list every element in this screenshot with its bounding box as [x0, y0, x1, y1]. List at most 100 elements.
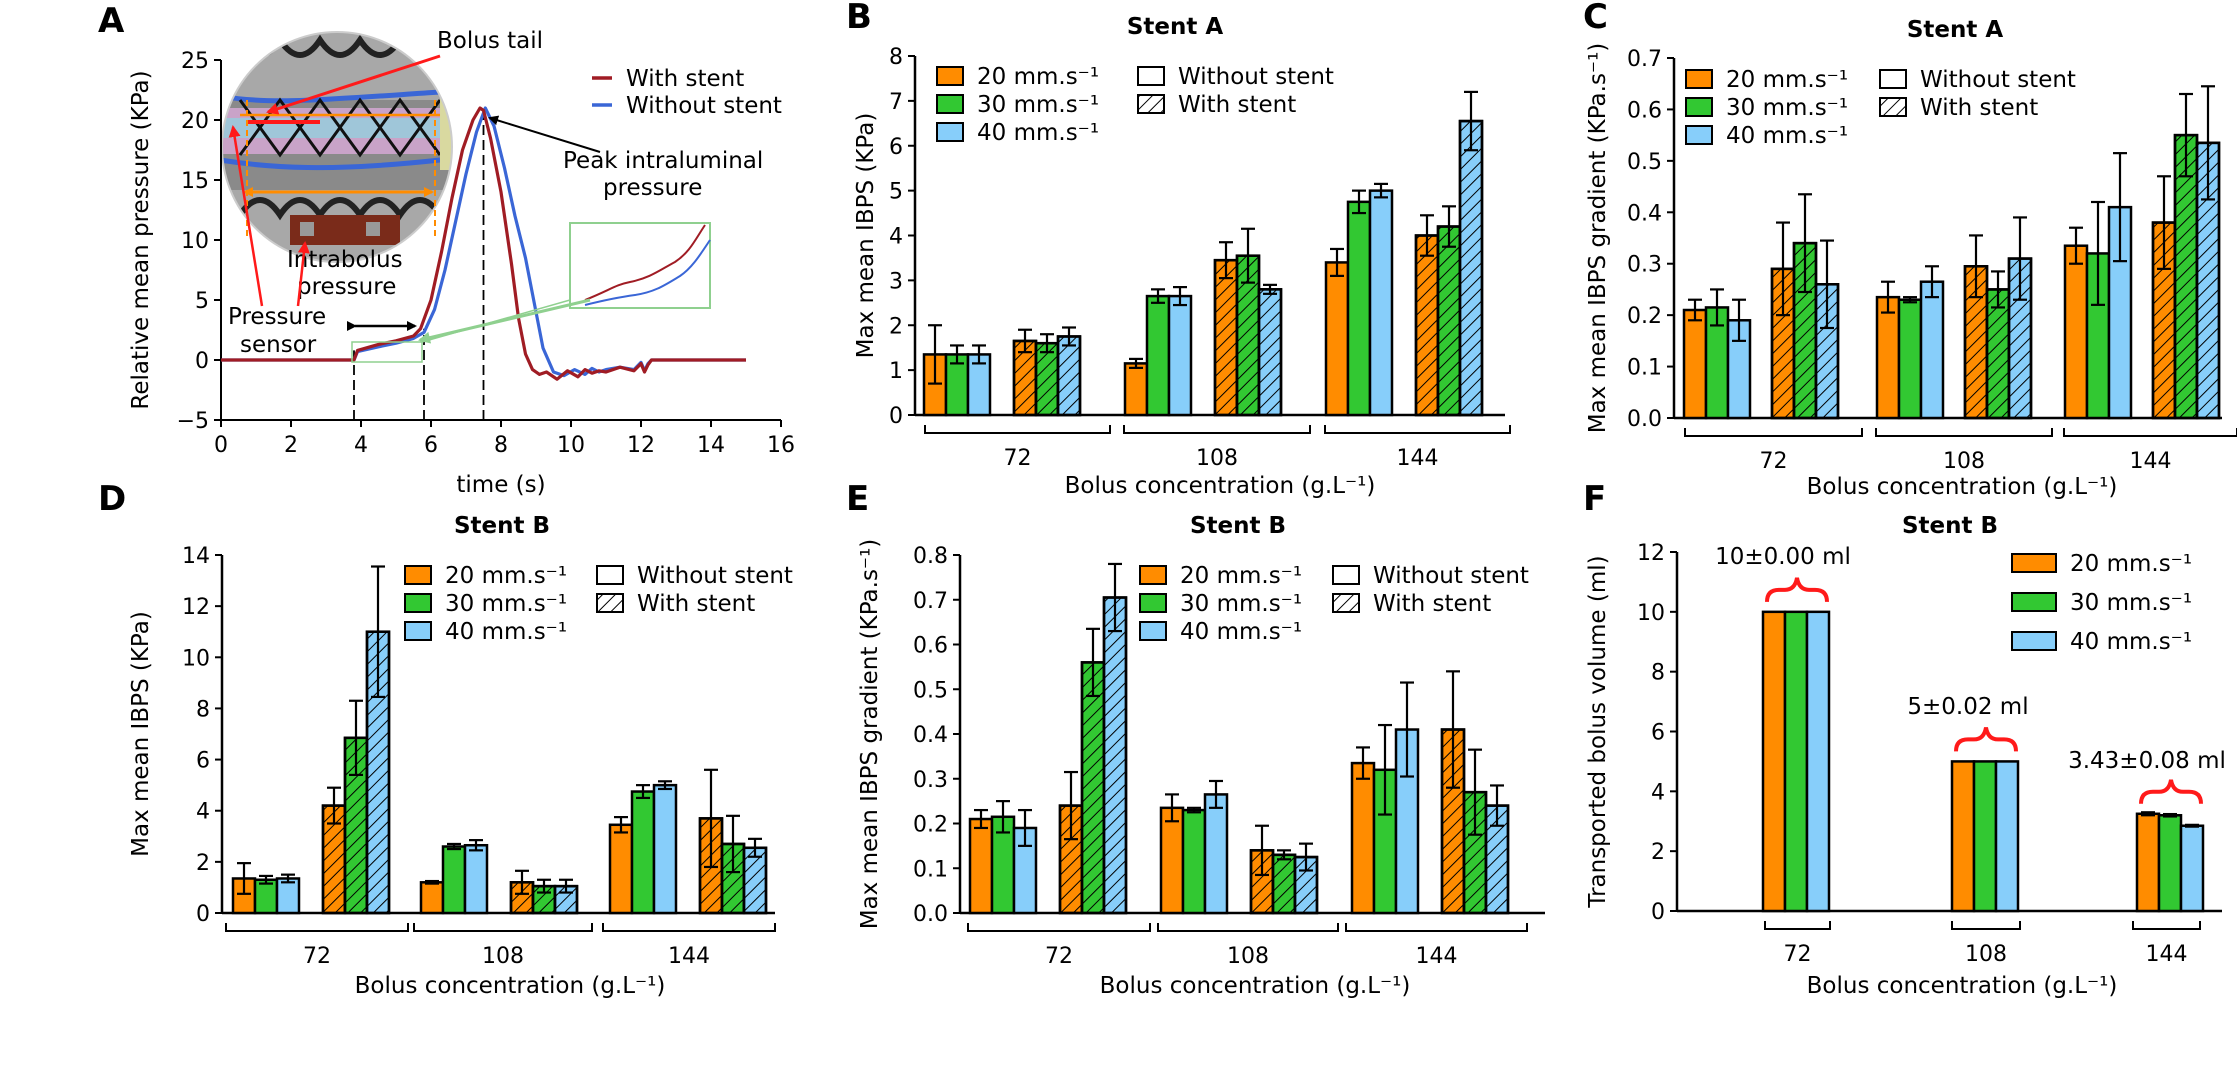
legend-swatch — [2011, 553, 2057, 573]
error-bar — [1151, 288, 1165, 304]
category-bracket — [1123, 425, 1311, 434]
y-tick-label: 0.7 — [1627, 47, 1662, 72]
x-axis-label: time (s) — [456, 472, 545, 498]
legend-entry: 20 mm.s⁻¹ — [1180, 563, 1302, 589]
error-bar — [2013, 216, 2027, 301]
x-category-label: 144 — [2130, 449, 2172, 474]
bar-hatch — [1985, 288, 2011, 420]
chart-title: Stent A — [1127, 14, 1224, 40]
y-tick-label: 8 — [889, 45, 903, 70]
bar — [608, 823, 634, 915]
bar — [463, 843, 489, 915]
x-axis-label: Bolus concentration (g.L⁻¹) — [355, 973, 666, 999]
panel-b: B Stent A 0 1 2 3 4 5 6 7 8 Max mean IBPS (KPa) 72 10… — [846, 0, 1511, 499]
bar — [2179, 824, 2205, 913]
x-tick-label: 2 — [284, 433, 298, 458]
volume-annotation: 10±0.00 ml — [1715, 544, 1851, 570]
legend-entry: 30 mm.s⁻¹ — [1726, 95, 1848, 121]
error-bar — [1187, 806, 1201, 814]
error-bar — [658, 780, 672, 791]
error-bar — [1969, 234, 1983, 299]
y-tick-label: 4 — [889, 225, 903, 250]
x-axis-label: Bolus concentration (g.L⁻¹) — [1065, 473, 1376, 499]
panel-label-a: A — [98, 1, 125, 41]
y-tick-label: 2 — [1651, 840, 1665, 865]
y-tick-label: 0.7 — [913, 589, 948, 614]
y-tick-label: 0.2 — [1627, 304, 1662, 329]
bar-hatch — [1056, 335, 1082, 417]
y-tick-label: 0.8 — [913, 544, 948, 569]
y-tick-label: 12 — [182, 595, 210, 620]
error-bar — [1400, 681, 1414, 778]
annotation-peak-line1: Peak intraluminal — [563, 148, 763, 174]
annotation-sensor-line1: Pressure — [228, 304, 326, 330]
error-bar — [1732, 298, 1746, 342]
y-tick-label: 8 — [196, 697, 210, 722]
legend-entry: With stent — [1178, 92, 1296, 118]
y-tick-label: 10 — [182, 646, 210, 671]
error-bar — [1798, 193, 1812, 294]
legend-swatch-stent — [1137, 66, 1165, 86]
x-category-label: 72 — [1784, 942, 1812, 967]
category-bracket — [2132, 921, 2201, 930]
chart-title: Stent B — [1902, 513, 1998, 539]
panel-label: C — [1583, 0, 1608, 37]
panel-label: B — [846, 0, 872, 37]
legend-swatch-hatch — [1879, 97, 1907, 117]
bar — [2135, 812, 2161, 913]
bar — [441, 845, 467, 915]
bar — [1368, 189, 1394, 417]
bar — [1145, 294, 1171, 417]
stent-photo-inset — [222, 32, 452, 262]
legend-swatch — [1139, 593, 1167, 613]
y-tick-label: 0 — [1651, 900, 1665, 925]
legend-entry: Without stent — [637, 563, 793, 589]
y-tick-label: 5 — [889, 180, 903, 205]
y-tick-label: 2 — [889, 314, 903, 339]
y-tick-label: 0.2 — [913, 813, 948, 838]
error-bar — [748, 837, 762, 858]
annotation-bolus-tail: Bolus tail — [437, 28, 543, 54]
bar — [1167, 294, 1193, 417]
category-bracket — [2063, 428, 2237, 437]
legend-swatch-stent — [1332, 565, 1360, 585]
legend-swatch — [1139, 621, 1167, 641]
y-tick-label: 6 — [1651, 721, 1665, 746]
y-tick-label: 0.3 — [913, 768, 948, 793]
panel-c: C Stent A 0.0 0.1 0.2 0.3 0.4 0.5 0.6 0.7 Max mean… — [1583, 0, 2237, 500]
y-tick-label: 0.4 — [913, 723, 948, 748]
bar-hatch — [1034, 341, 1060, 417]
legend-swatch — [936, 94, 964, 114]
legend-swatch — [1139, 565, 1167, 585]
legend-swatch-hatch — [596, 593, 624, 613]
legend-entry: With stent — [1920, 95, 2038, 121]
category-bracket — [602, 923, 776, 932]
x-tick-label: 10 — [557, 433, 585, 458]
panel-f: F Stent B 0 2 4 6 8 10 12 Transported bolus volum… — [1583, 479, 2226, 999]
error-bar — [614, 816, 628, 834]
x-category-label: 108 — [1943, 449, 1985, 474]
legend-swatch — [404, 565, 432, 585]
bar — [1875, 295, 1901, 420]
legend-swatch — [2011, 631, 2057, 651]
y-tick-label: 0.4 — [1627, 201, 1662, 226]
y-axis-label: Transported bolus volume (ml) — [1585, 555, 1611, 908]
error-bar — [1219, 241, 1233, 280]
y-tick-label: 0.0 — [1627, 407, 1662, 432]
error-bar — [2179, 92, 2193, 178]
bar — [1972, 760, 1998, 913]
x-tick-label: 6 — [424, 433, 438, 458]
error-bar — [2185, 823, 2199, 828]
bar — [253, 878, 279, 915]
error-bar — [1064, 770, 1078, 841]
x-category-label: 108 — [482, 944, 524, 969]
chart-title: Stent A — [1907, 17, 2004, 43]
y-tick-label: 1 — [889, 359, 903, 384]
bar — [1682, 308, 1708, 420]
bar-hatch — [1257, 288, 1283, 417]
bar — [630, 790, 656, 915]
y-tick-label: 2 — [196, 851, 210, 876]
bar — [1950, 760, 1976, 913]
y-tick-label: 0.5 — [1627, 150, 1662, 175]
error-bar — [2201, 85, 2215, 201]
